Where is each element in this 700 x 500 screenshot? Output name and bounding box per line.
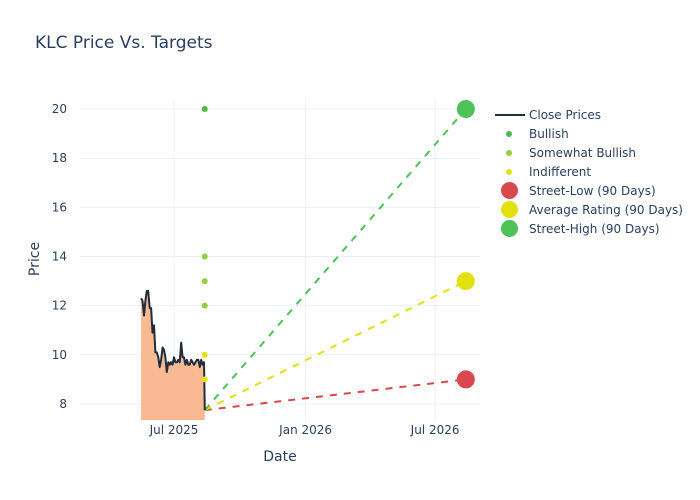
y-tick-label: 12 bbox=[52, 299, 67, 313]
target-marker bbox=[456, 100, 475, 119]
legend-item[interactable]: Street-High (90 Days) bbox=[494, 219, 683, 238]
rating-dot bbox=[201, 106, 208, 113]
x-tick-label: Jul 2025 bbox=[149, 423, 199, 437]
rating-dot bbox=[201, 351, 208, 358]
y-tick-label: 8 bbox=[59, 397, 67, 411]
target-markers bbox=[456, 100, 475, 389]
legend-item[interactable]: Indifferent bbox=[494, 162, 683, 181]
y-tick-label: 10 bbox=[52, 348, 67, 362]
x-tick-label: Jul 2026 bbox=[410, 423, 460, 437]
legend-label: Average Rating (90 Days) bbox=[529, 202, 683, 217]
legend-label: Street-Low (90 Days) bbox=[529, 183, 656, 198]
x-axis-ticks: Jul 2025 Jan 2026 Jul 2026 bbox=[149, 423, 460, 437]
target-marker bbox=[456, 370, 475, 389]
target-dashed-line bbox=[204, 108, 467, 411]
dot-swatch-icon bbox=[494, 181, 524, 200]
legend-label: Street-High (90 Days) bbox=[529, 221, 660, 236]
target-dashed-line bbox=[204, 280, 467, 412]
y-tick-label: 16 bbox=[52, 200, 67, 214]
target-marker bbox=[456, 272, 475, 291]
rating-dot bbox=[201, 302, 208, 309]
dot-swatch-icon bbox=[494, 162, 524, 181]
dot-swatch-icon bbox=[494, 124, 524, 143]
rating-dot bbox=[201, 253, 208, 260]
close-price-area bbox=[141, 290, 205, 420]
close-price-fill bbox=[141, 290, 205, 420]
legend-label: Somewhat Bullish bbox=[529, 145, 637, 160]
y-tick-label: 20 bbox=[52, 102, 67, 116]
dot-swatch-icon bbox=[494, 219, 524, 238]
legend-label: Bullish bbox=[529, 126, 569, 141]
y-tick-label: 14 bbox=[52, 250, 67, 264]
legend-item[interactable]: Average Rating (90 Days) bbox=[494, 200, 683, 219]
legend-item[interactable]: Street-Low (90 Days) bbox=[494, 181, 683, 200]
close-price-line bbox=[140, 289, 206, 411]
analyst-rating-dots bbox=[201, 106, 208, 383]
dot-swatch-icon bbox=[494, 200, 524, 219]
grid-lines bbox=[80, 100, 480, 420]
close-price-path bbox=[140, 289, 206, 411]
legend-label: Indifferent bbox=[529, 164, 592, 179]
x-axis-title: Date bbox=[263, 449, 296, 465]
legend-item[interactable]: Somewhat Bullish bbox=[494, 143, 683, 162]
y-axis-ticks: 8 10 12 14 16 18 20 bbox=[52, 102, 67, 411]
target-dashed-line bbox=[204, 378, 466, 412]
y-tick-label: 18 bbox=[52, 151, 67, 165]
legend-label: Close Prices bbox=[529, 107, 602, 122]
x-tick-label: Jan 2026 bbox=[278, 423, 332, 437]
line-swatch-icon bbox=[494, 105, 525, 124]
rating-dot bbox=[201, 376, 208, 383]
legend-item[interactable]: Close Prices bbox=[494, 105, 683, 124]
y-axis-title: Price bbox=[27, 242, 43, 276]
legend-item[interactable]: Bullish bbox=[494, 124, 683, 143]
dot-swatch-icon bbox=[494, 143, 524, 162]
chart-legend: Close Prices Bullish Somewhat Bullish Indif… bbox=[494, 105, 683, 238]
target-lines bbox=[204, 108, 467, 412]
rating-dot bbox=[201, 278, 208, 285]
chart-title: KLC Price Vs. Targets bbox=[35, 33, 213, 53]
